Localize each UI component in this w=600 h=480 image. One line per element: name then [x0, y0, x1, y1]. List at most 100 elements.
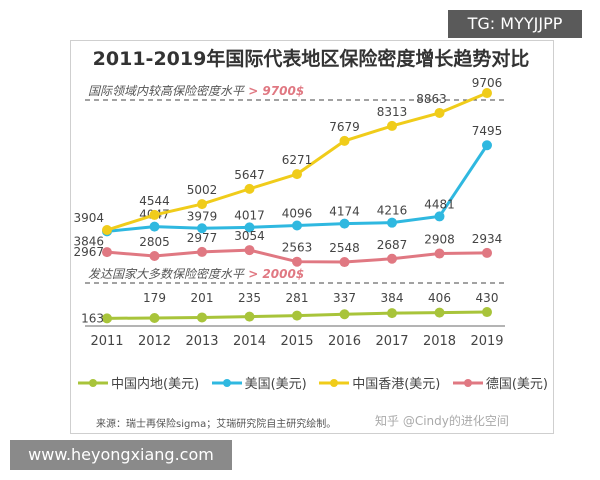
data-label: 337 [333, 291, 356, 305]
data-label: 2687 [377, 238, 408, 252]
x-tick-label: 2019 [470, 334, 503, 349]
data-point [292, 256, 302, 267]
data-point [197, 199, 207, 210]
chart-card [70, 40, 554, 434]
data-point [434, 211, 445, 222]
legend-marker [78, 378, 108, 387]
data-label: 8863 [416, 92, 447, 106]
legend-item: 美国(美元) [211, 373, 307, 392]
legend-item: 德国(美元) [452, 373, 548, 392]
x-tick-label: 2012 [138, 334, 171, 349]
legend-marker [452, 378, 483, 387]
data-point [339, 218, 350, 229]
data-label: 2934 [472, 232, 503, 246]
data-point [482, 140, 492, 151]
data-label: 8313 [377, 105, 408, 119]
data-label: 179 [143, 291, 166, 305]
data-point [197, 312, 207, 323]
data-point [387, 217, 397, 228]
x-tick-label: 2011 [90, 334, 123, 349]
data-point [482, 88, 492, 99]
data-label: 430 [476, 291, 499, 305]
data-label: 3054 [234, 229, 265, 243]
x-tick-label: 2013 [185, 334, 218, 349]
data-label: 406 [428, 291, 451, 305]
data-label: 7679 [329, 120, 360, 134]
source-note: 来源：瑞士再保险sigma；艾瑞研究院自主研究绘制。 [96, 419, 337, 430]
x-tick-label: 2016 [328, 334, 361, 349]
data-label: 201 [191, 291, 214, 305]
data-point [339, 257, 350, 268]
data-label: 7495 [472, 124, 503, 138]
data-point [197, 246, 207, 257]
data-point [387, 308, 397, 319]
legend-label: 德国(美元) [485, 377, 548, 392]
data-label: 235 [238, 291, 261, 305]
watermark: 知乎 @Cindy的进化空间 [375, 414, 509, 428]
data-point [434, 248, 445, 259]
data-label: 2977 [187, 231, 218, 245]
data-point [339, 309, 350, 320]
data-label: 4017 [234, 208, 265, 222]
data-label: 2548 [329, 241, 360, 255]
data-label: 4216 [377, 204, 408, 218]
data-label: 5647 [234, 168, 265, 182]
data-point [149, 250, 160, 261]
data-label: 3846 [73, 234, 104, 248]
data-point [339, 135, 350, 146]
data-point [292, 310, 302, 321]
tg-label: TG: MYYJJPP [448, 10, 582, 38]
data-point [244, 183, 255, 194]
legend-marker [319, 378, 350, 387]
reference-label: 发达国家大多数保险密度水平 > 2000$ [88, 267, 304, 281]
data-label: 2967 [73, 245, 104, 259]
data-label: 9706 [472, 76, 503, 90]
data-label: 4096 [282, 206, 313, 220]
data-label: 4481 [424, 197, 455, 211]
data-point [482, 307, 492, 318]
legend-label: 中国内地(美元) [111, 377, 200, 392]
data-label: 2908 [424, 233, 455, 247]
data-label: 4174 [329, 205, 360, 219]
legend-label: 美国(美元) [244, 377, 307, 392]
data-point [482, 247, 492, 258]
x-tick-label: 2018 [423, 334, 456, 349]
data-point [434, 307, 445, 318]
data-point [292, 220, 302, 231]
data-point [102, 247, 112, 258]
data-point [102, 225, 112, 236]
data-label: 6271 [282, 153, 313, 167]
data-label: 384 [381, 291, 404, 305]
legend-label: 中国香港(美元) [352, 377, 441, 392]
data-point [244, 245, 255, 256]
data-label: 2805 [139, 235, 170, 249]
data-point [149, 209, 160, 220]
data-point [149, 312, 160, 323]
data-label: 3904 [73, 211, 104, 225]
data-point [387, 253, 397, 264]
legend-item: 中国内地(美元) [78, 373, 199, 392]
data-label: 281 [286, 291, 309, 305]
data-label: 4544 [139, 194, 170, 208]
x-tick-label: 2017 [375, 334, 408, 349]
data-point [197, 223, 207, 234]
legend: 中国内地(美元) 美国(美元) 中国香港(美元) 德国(美元) [78, 373, 548, 392]
data-label: 5002 [187, 183, 218, 197]
data-label: 3979 [187, 209, 218, 223]
x-tick-label: 2015 [280, 334, 313, 349]
x-tick-label: 2014 [233, 334, 266, 349]
data-point [387, 120, 397, 131]
data-point [244, 222, 255, 233]
data-point [149, 221, 160, 232]
legend-item: 中国香港(美元) [319, 373, 440, 392]
data-label: 2563 [282, 241, 313, 255]
data-label: 163 [81, 311, 104, 325]
reference-label: 国际领域内较高保险密度水平 > 9700$ [88, 84, 304, 98]
data-point [102, 313, 112, 324]
data-point [244, 311, 255, 322]
data-point [292, 169, 302, 180]
legend-marker [211, 378, 242, 387]
data-point [434, 107, 445, 118]
chart-title: 2011-2019年国际代表地区保险密度增长趋势对比 [92, 48, 530, 70]
